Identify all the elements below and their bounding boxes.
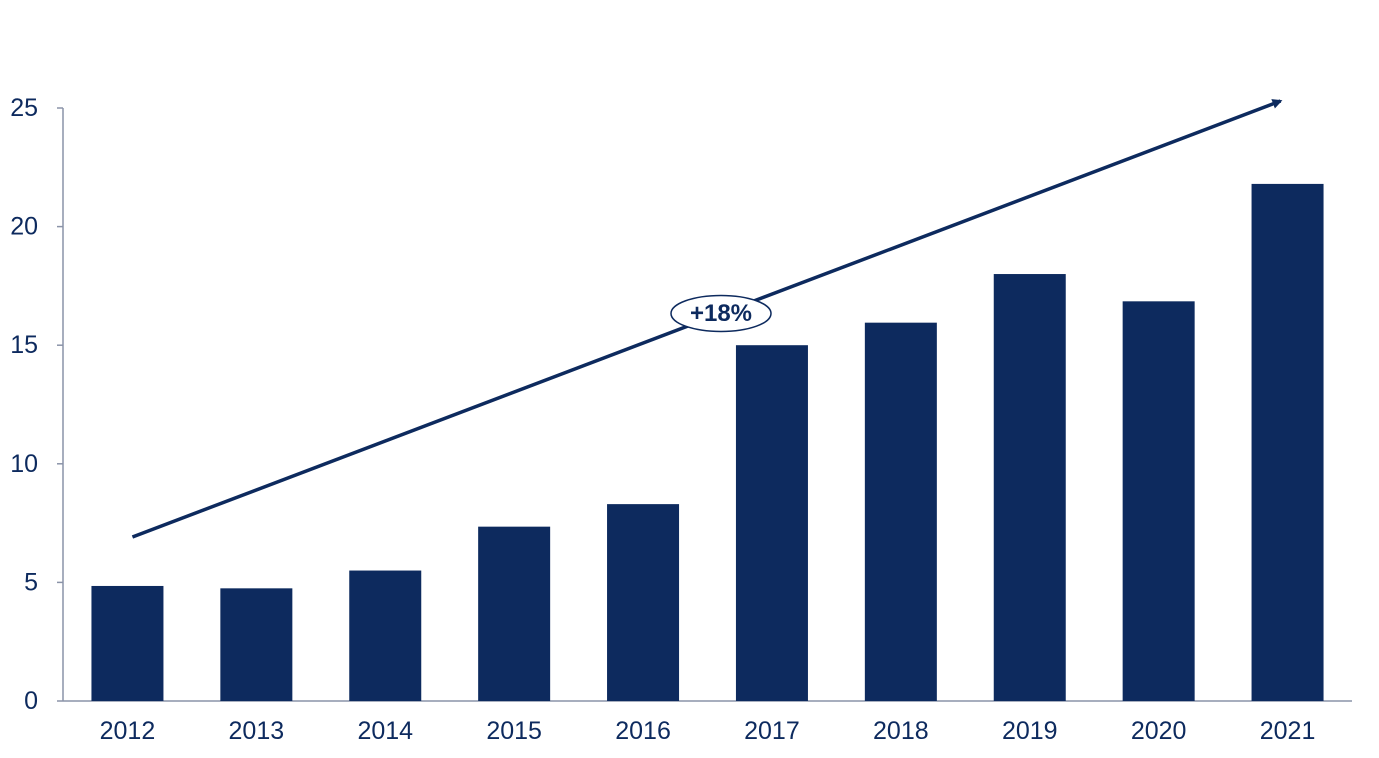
bar-2014 [349,570,422,701]
bars [91,183,1324,702]
y-tick-label: 10 [10,450,38,478]
x-tick-label-2021: 2021 [1260,717,1316,745]
x-tick-label-2013: 2013 [229,717,285,745]
x-tick-label-2015: 2015 [486,717,542,745]
y-tick-label: 5 [24,568,38,596]
y-tick-label: 20 [10,213,38,241]
bar-2015 [478,526,551,701]
x-tick-label-2012: 2012 [100,717,156,745]
x-tick-label-2016: 2016 [615,717,671,745]
y-tick-label: 0 [24,687,38,715]
y-tick-label: 25 [10,94,38,122]
x-tick-label-2018: 2018 [873,717,929,745]
growth-rate-badge [670,294,772,333]
growth-rate-label: +18% [690,300,752,327]
bar-2020 [1122,301,1195,701]
y-axis-ticks: 0 5 10 15 20 25 [10,94,63,715]
bar-2012 [91,585,164,701]
x-axis-tick-labels: 2012 2013 2014 2015 2016 2017 2018 2019 2020 2021 [100,717,1316,745]
bar-2019 [993,274,1066,701]
bar-2018 [864,322,937,701]
y-tick-label: 15 [10,331,38,359]
x-tick-label-2017: 2017 [744,717,800,745]
x-tick-label-2019: 2019 [1002,717,1058,745]
x-tick-label-2014: 2014 [357,717,413,745]
bar-2017 [735,345,808,701]
bar-2016 [607,504,680,701]
bar-2013 [220,588,293,701]
x-tick-label-2020: 2020 [1131,717,1187,745]
bar-2021 [1251,183,1324,702]
